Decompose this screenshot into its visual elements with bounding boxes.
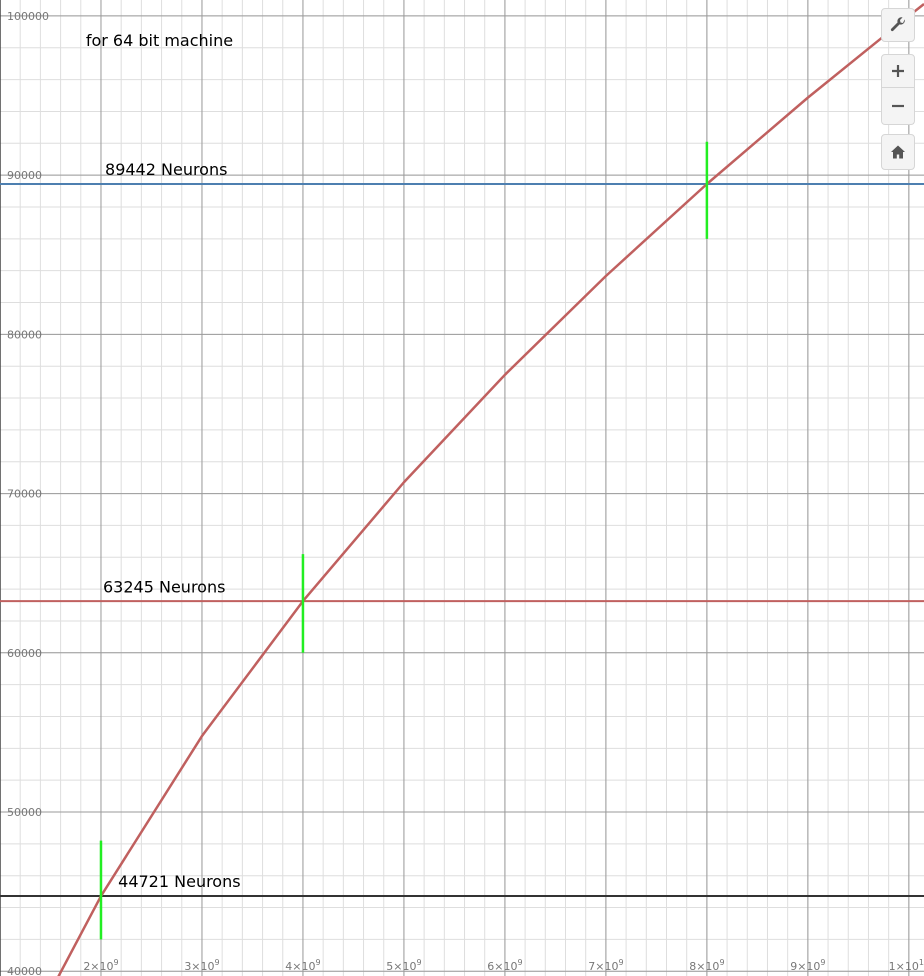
zoom-in-button[interactable] bbox=[881, 54, 915, 88]
minus-icon bbox=[890, 98, 906, 114]
home-icon bbox=[890, 144, 906, 160]
annotation-label: 89442 Neurons bbox=[105, 160, 227, 179]
y-tick-label: 90000 bbox=[7, 169, 42, 182]
tick-labels: 40000 50000 60000 70000 80000 90000 100000 2×10… bbox=[7, 10, 924, 976]
x-tick-label: 6×109 bbox=[487, 958, 522, 973]
sqrt-curve bbox=[57, 3, 924, 976]
y-tick-label: 60000 bbox=[7, 647, 42, 660]
x-tick-label: 5×109 bbox=[386, 958, 421, 973]
wrench-icon bbox=[889, 16, 907, 34]
markers bbox=[99, 141, 709, 940]
x-tick-label: 9×109 bbox=[790, 958, 825, 973]
annotation-label: 44721 Neurons bbox=[118, 872, 240, 891]
annotations: for 64 bit machine 89442 Neurons 63245 Neu… bbox=[86, 31, 241, 891]
y-tick-label: 70000 bbox=[7, 488, 42, 501]
curve-group bbox=[57, 3, 924, 976]
plus-icon bbox=[890, 63, 906, 79]
annotation-label: for 64 bit machine bbox=[86, 31, 233, 50]
x-tick-label: 1×1010 bbox=[889, 958, 924, 973]
home-button[interactable] bbox=[881, 134, 915, 170]
annotation-label: 63245 Neurons bbox=[103, 577, 225, 596]
x-tick-label: 2×109 bbox=[83, 958, 118, 973]
zoom-out-button[interactable] bbox=[881, 88, 915, 125]
x-tick-label: 4×109 bbox=[285, 958, 320, 973]
y-tick-label: 50000 bbox=[7, 806, 42, 819]
y-tick-label: 40000 bbox=[7, 965, 42, 976]
y-tick-label: 80000 bbox=[7, 328, 42, 341]
wrench-button[interactable] bbox=[881, 8, 915, 42]
y-tick-label: 100000 bbox=[7, 10, 49, 23]
x-tick-label: 7×109 bbox=[588, 958, 623, 973]
x-tick-label: 8×109 bbox=[689, 958, 724, 973]
x-tick-label: 3×109 bbox=[184, 958, 219, 973]
horizontal-lines bbox=[0, 183, 924, 898]
